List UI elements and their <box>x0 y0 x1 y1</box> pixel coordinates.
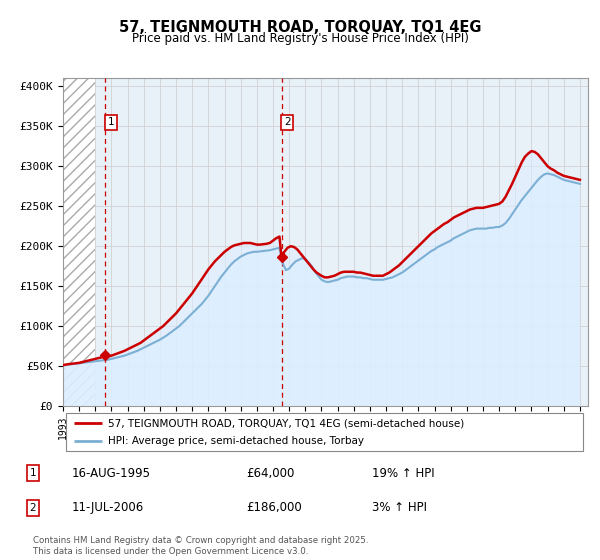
Text: 11-JUL-2006: 11-JUL-2006 <box>72 501 144 515</box>
Text: £186,000: £186,000 <box>246 501 302 515</box>
Text: £64,000: £64,000 <box>246 466 295 480</box>
Text: 1: 1 <box>108 118 115 127</box>
Text: Price paid vs. HM Land Registry's House Price Index (HPI): Price paid vs. HM Land Registry's House … <box>131 32 469 45</box>
Text: 16-AUG-1995: 16-AUG-1995 <box>72 466 151 480</box>
FancyBboxPatch shape <box>65 413 583 451</box>
Text: HPI: Average price, semi-detached house, Torbay: HPI: Average price, semi-detached house,… <box>107 436 364 446</box>
Text: 3% ↑ HPI: 3% ↑ HPI <box>372 501 427 515</box>
Text: 19% ↑ HPI: 19% ↑ HPI <box>372 466 434 480</box>
Text: Contains HM Land Registry data © Crown copyright and database right 2025.
This d: Contains HM Land Registry data © Crown c… <box>33 536 368 556</box>
Text: 2: 2 <box>29 503 37 513</box>
Text: 57, TEIGNMOUTH ROAD, TORQUAY, TQ1 4EG: 57, TEIGNMOUTH ROAD, TORQUAY, TQ1 4EG <box>119 20 481 35</box>
Text: 57, TEIGNMOUTH ROAD, TORQUAY, TQ1 4EG (semi-detached house): 57, TEIGNMOUTH ROAD, TORQUAY, TQ1 4EG (s… <box>107 418 464 428</box>
Text: 1: 1 <box>29 468 37 478</box>
Text: 2: 2 <box>284 118 290 127</box>
